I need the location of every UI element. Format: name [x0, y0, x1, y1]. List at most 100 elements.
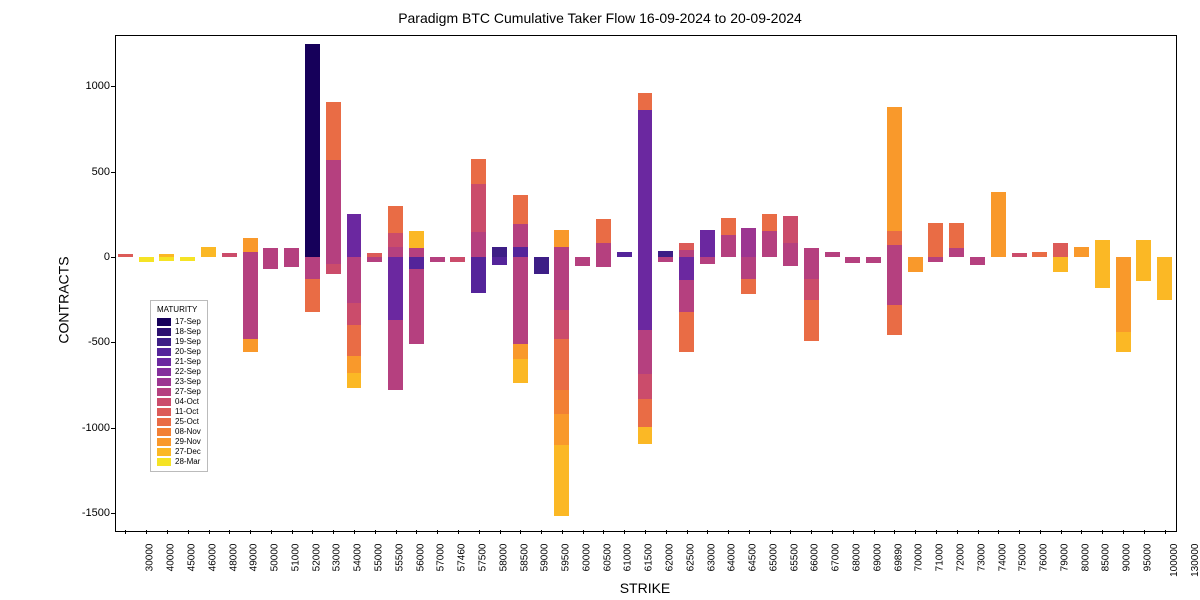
legend-swatch [157, 448, 171, 456]
bar-segment [1012, 253, 1027, 257]
xtick-mark [250, 530, 251, 534]
bar-segment [118, 254, 133, 257]
legend-label: 22-Sep [175, 367, 201, 377]
xtick-label: 71000 [935, 544, 946, 572]
bar-segment [617, 252, 632, 257]
bar-segment [845, 257, 860, 263]
bar-segment [638, 330, 653, 374]
bar-segment [554, 339, 569, 390]
bar-segment [887, 245, 902, 257]
legend-swatch [157, 418, 171, 426]
xtick-label: 72000 [955, 544, 966, 572]
bar-segment [1116, 257, 1131, 332]
legend-label: 19-Sep [175, 337, 201, 347]
xtick-label: 61000 [623, 544, 634, 572]
legend-label: 23-Sep [175, 377, 201, 387]
xtick-label: 49000 [249, 544, 260, 572]
xtick-mark [354, 530, 355, 534]
xtick-label: 69000 [872, 544, 883, 572]
bar-segment [804, 248, 819, 257]
xtick-mark [125, 530, 126, 534]
bar-segment [367, 257, 382, 262]
xtick-mark [957, 530, 958, 534]
legend-swatch [157, 458, 171, 466]
xtick-mark [520, 530, 521, 534]
xtick-label: 90000 [1122, 544, 1133, 572]
legend-label: 08-Nov [175, 427, 201, 437]
xtick-mark [1123, 530, 1124, 534]
bar-segment [388, 320, 403, 390]
xtick-label: 64000 [727, 544, 738, 572]
xtick-label: 65000 [768, 544, 779, 572]
legend-swatch [157, 378, 171, 386]
xtick-label: 65500 [789, 544, 800, 572]
xtick-mark [978, 530, 979, 534]
bar-segment [554, 310, 569, 339]
xtick-label: 55000 [373, 544, 384, 572]
bar-segment [721, 235, 736, 257]
xtick-label: 85000 [1101, 544, 1112, 572]
bar-segment [243, 238, 258, 252]
bar-segment [554, 445, 569, 517]
xtick-label: 70000 [914, 544, 925, 572]
bar-segment [347, 257, 362, 303]
bar-segment [1032, 252, 1047, 257]
xtick-mark [998, 530, 999, 534]
ytick-mark [111, 257, 115, 258]
xtick-mark [479, 530, 480, 534]
legend-swatch [157, 318, 171, 326]
bar-segment [513, 247, 528, 257]
bar-segment [1074, 247, 1089, 257]
xtick-label: 60500 [602, 544, 613, 572]
bar-segment [471, 159, 486, 185]
bar-segment [679, 312, 694, 352]
xtick-mark [188, 530, 189, 534]
xtick-label: 62500 [685, 544, 696, 572]
bar-segment [741, 279, 756, 294]
xtick-mark [333, 530, 334, 534]
bar-segment [471, 184, 486, 232]
xtick-label: 56000 [415, 544, 426, 572]
bar-segment [1053, 243, 1068, 257]
xtick-label: 75000 [1018, 544, 1029, 572]
legend-item: 23-Sep [157, 377, 201, 387]
bar-segment [949, 223, 964, 249]
bar-segment [139, 257, 154, 262]
bar-segment [1095, 240, 1110, 257]
xtick-mark [375, 530, 376, 534]
xtick-mark [853, 530, 854, 534]
bar-segment [804, 257, 819, 279]
chart-title: Paradigm BTC Cumulative Taker Flow 16-09… [0, 10, 1200, 26]
xtick-mark [603, 530, 604, 534]
bar-segment [638, 374, 653, 400]
xtick-label: 55500 [394, 544, 405, 572]
bar-segment [887, 107, 902, 232]
bar-segment [1095, 257, 1110, 288]
bar-segment [908, 257, 923, 272]
xtick-label: 100000 [1169, 544, 1180, 577]
bar-segment [887, 231, 902, 245]
xtick-mark [292, 530, 293, 534]
bar-segment [513, 224, 528, 246]
bar-segment [554, 230, 569, 247]
bar-segment [554, 414, 569, 445]
xtick-mark [1061, 530, 1062, 534]
legend-item: 18-Sep [157, 327, 201, 337]
legend-item: 17-Sep [157, 317, 201, 327]
bar-segment [825, 252, 840, 257]
xtick-label: 54000 [353, 544, 364, 572]
xtick-mark [416, 530, 417, 534]
legend-item: 25-Oct [157, 417, 201, 427]
legend: MATURITY 17-Sep18-Sep19-Sep20-Sep21-Sep2… [150, 300, 208, 472]
legend-item: 28-Mar [157, 457, 201, 467]
bar-segment [887, 257, 902, 305]
legend-title: MATURITY [157, 305, 201, 315]
xtick-label: 63000 [706, 544, 717, 572]
xtick-label: 57460 [456, 544, 467, 572]
bar-segment [263, 257, 278, 269]
x-axis-label: STRIKE [115, 580, 1175, 596]
legend-label: 29-Nov [175, 437, 201, 447]
bar-segment [513, 257, 528, 344]
legend-label: 17-Sep [175, 317, 201, 327]
xtick-label: 58000 [498, 544, 509, 572]
